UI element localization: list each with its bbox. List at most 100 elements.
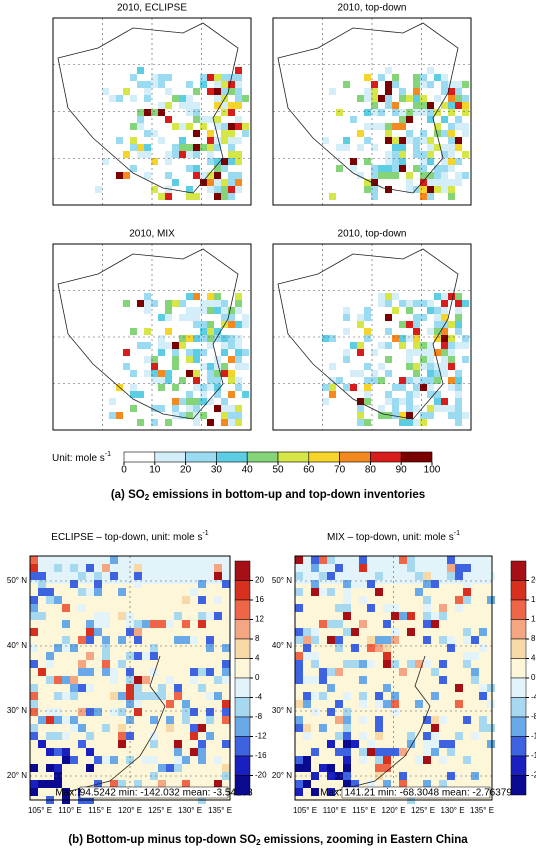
map-title: 2010, top-down (338, 229, 407, 240)
map-cell (207, 321, 214, 328)
map-cell (329, 335, 336, 342)
map-cell (235, 419, 242, 426)
map-cell (116, 95, 123, 102)
map-cell (158, 377, 165, 384)
map-cell (336, 165, 343, 172)
map-cell (158, 405, 165, 412)
map-cell (118, 636, 126, 644)
map-cell (142, 620, 150, 628)
map-cell (214, 95, 221, 102)
map-cell (102, 158, 109, 165)
map-cell (130, 391, 137, 398)
map-cell (228, 405, 235, 412)
map-cell (327, 556, 335, 564)
map-cell (110, 564, 118, 572)
map-cell (441, 179, 448, 186)
map-cell (235, 412, 242, 419)
map-cell (385, 370, 392, 377)
map-cell (378, 109, 385, 116)
map-cell (364, 88, 371, 95)
map-cell (375, 756, 383, 764)
map-cell (86, 588, 94, 596)
map-cell (455, 412, 462, 419)
map-cell (174, 684, 182, 692)
map-cell (413, 321, 420, 328)
map-cell (186, 391, 193, 398)
map-cell (221, 300, 228, 307)
map-cell (221, 412, 228, 419)
map-cell (214, 300, 221, 307)
map-cell (407, 740, 415, 748)
lon-label: 135° E (208, 806, 232, 815)
map-cell (46, 708, 54, 716)
map-cell (214, 74, 221, 81)
map-cell (385, 67, 392, 74)
map-cell (423, 732, 431, 740)
map-cell (144, 144, 151, 151)
map-cell (439, 740, 447, 748)
colorbar-label: 8 (531, 634, 536, 643)
map-cell (235, 137, 242, 144)
map-cell (151, 370, 158, 377)
map-cell (207, 179, 214, 186)
map-cell (423, 748, 431, 756)
map-cell (471, 732, 479, 740)
map-cell (350, 165, 357, 172)
map-cell (336, 109, 343, 116)
map-cell (448, 109, 455, 116)
map-cell (303, 764, 311, 772)
map-cell (165, 342, 172, 349)
map-cell (102, 756, 110, 764)
map-cell (86, 764, 94, 772)
map-cell (200, 363, 207, 370)
map-cell (151, 419, 158, 426)
map-cell (228, 391, 235, 398)
colorbar-label: -12 (531, 732, 536, 741)
map-cell (150, 772, 158, 780)
map-cell (102, 620, 110, 628)
colorbar-label: 50 (272, 465, 284, 476)
map-cell (207, 293, 214, 300)
map-cell (399, 342, 406, 349)
map-cell (214, 335, 221, 342)
map-cell (193, 370, 200, 377)
map-cell (335, 636, 343, 644)
map-cell (207, 186, 214, 193)
map-cell (30, 780, 38, 788)
map-cell (420, 81, 427, 88)
map-cell (431, 668, 439, 676)
map-cell (30, 788, 38, 796)
map-cell (110, 572, 118, 580)
map-cell (462, 95, 469, 102)
map-cell (413, 363, 420, 370)
map-cell (367, 660, 375, 668)
map-cell (487, 684, 495, 692)
map-cell (151, 356, 158, 363)
map-cell (385, 391, 392, 398)
map-cell (364, 74, 371, 81)
map-cell (30, 732, 38, 740)
map-cell (385, 172, 392, 179)
map-cell (392, 412, 399, 419)
map-cell (343, 556, 351, 564)
map-cell (434, 349, 441, 356)
map-cell (151, 158, 158, 165)
map-cell (413, 314, 420, 321)
map-cell (235, 74, 242, 81)
map-cell (441, 172, 448, 179)
map-cell (420, 151, 427, 158)
map-cell (70, 676, 78, 684)
map-cell (46, 588, 54, 596)
map-cell (174, 740, 182, 748)
map-cell (54, 732, 62, 740)
map-cell (30, 628, 38, 636)
map-cell (151, 300, 158, 307)
map-cell (295, 780, 303, 788)
map-cell (406, 398, 413, 405)
map-cell (303, 724, 311, 732)
map-cell (30, 660, 38, 668)
map-cell (427, 405, 434, 412)
colorbar-segment (234, 697, 251, 718)
map-cell (165, 172, 172, 179)
map-cell (94, 620, 102, 628)
